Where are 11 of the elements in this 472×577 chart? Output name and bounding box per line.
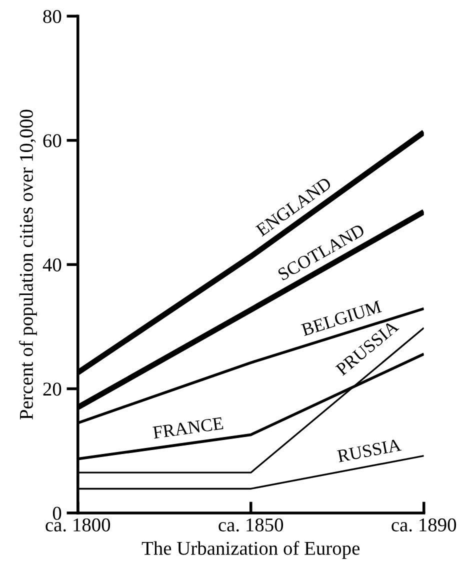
x-tick-label: ca. 1890 (392, 518, 456, 532)
y-tick-label: 60 (43, 134, 62, 148)
y-tick-label: 20 (43, 382, 62, 396)
y-axis-title: Percent of population cities over 10,000 (19, 110, 37, 420)
y-tick-label: 0 (52, 506, 62, 520)
text: RUSSIA (336, 438, 402, 462)
y-tick-label: 40 (42, 258, 62, 272)
y-tick-label: 80 (43, 10, 62, 24)
text: FRANCE (152, 417, 224, 439)
x-axis-title: The Urbanization of Europe (142, 541, 360, 559)
x-tick-label: ca. 1850 (218, 518, 284, 532)
